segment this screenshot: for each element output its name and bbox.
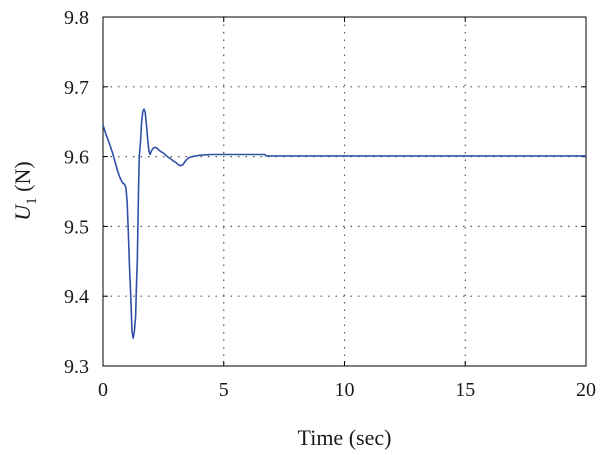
y-axis-label-base: U xyxy=(10,203,35,221)
series-line xyxy=(102,108,586,339)
y-tick-label: 9.5 xyxy=(64,216,89,238)
x-tick-label: 15 xyxy=(455,379,475,401)
plot-area-frame xyxy=(102,16,587,367)
x-tick-label: 5 xyxy=(219,379,229,401)
axis-ticks xyxy=(102,16,587,367)
y-tick-label: 9.6 xyxy=(64,147,89,169)
x-axis-label: Time (sec) xyxy=(298,425,392,450)
x-tick-label: 0 xyxy=(98,379,108,401)
y-tick-label: 9.7 xyxy=(64,77,89,99)
y-tick-label: 9.3 xyxy=(64,356,89,378)
y-axis-label: U1 (N) xyxy=(10,161,40,220)
y-tick-label: 9.4 xyxy=(64,286,89,308)
y-axis-label-subscript: 1 xyxy=(24,197,40,205)
x-tick-label: 10 xyxy=(335,379,355,401)
y-axis-label-unit: (N) xyxy=(10,161,35,192)
x-tick-label: 20 xyxy=(576,379,596,401)
tick-labels: 0 5 10 15 20 9.3 9.4 9.5 9.6 9.7 9.8 xyxy=(64,7,596,401)
grid-lines xyxy=(103,17,586,366)
y-tick-label: 9.8 xyxy=(64,7,89,29)
